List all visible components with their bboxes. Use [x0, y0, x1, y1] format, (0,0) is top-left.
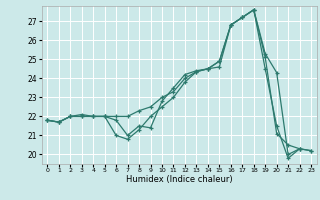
X-axis label: Humidex (Indice chaleur): Humidex (Indice chaleur) [126, 175, 233, 184]
